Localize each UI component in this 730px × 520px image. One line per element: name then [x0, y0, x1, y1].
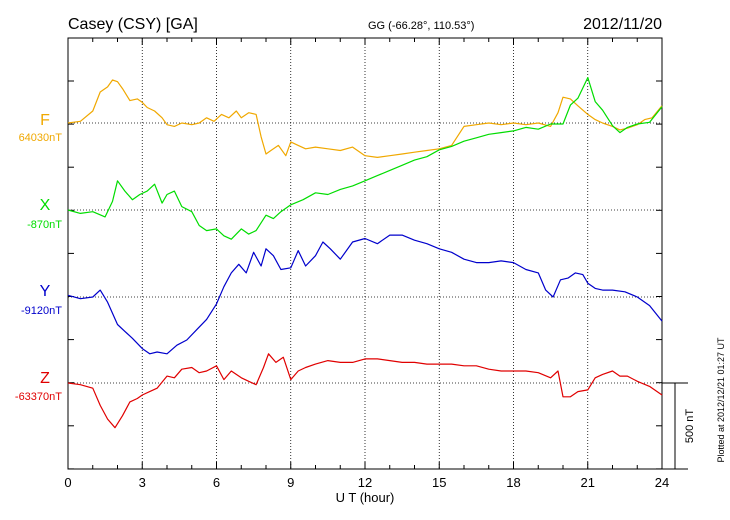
series-lines [67, 76, 663, 429]
x-tick-label-3: 3 [139, 475, 146, 490]
x-axis: 0 3 6 9 12 15 18 21 24 [64, 38, 669, 490]
x-tick-label-9: 9 [287, 475, 294, 490]
scale-bar: 500 nT [662, 382, 696, 470]
channel-label-X: X [40, 197, 51, 214]
x-tick-label-12: 12 [358, 475, 372, 490]
channel-label-Y: Y [40, 283, 51, 300]
x-tick-label-0: 0 [64, 475, 71, 490]
channel-labels: F 64030nT X -870nT Y -9120nT Z -63370nT [15, 112, 62, 403]
series-line-Y [67, 234, 663, 355]
station-title: Casey (CSY) [GA] [68, 16, 198, 33]
x-axis-title: U T (hour) [336, 490, 395, 505]
baseline-label-F: 64030nT [19, 132, 63, 144]
x-tick-label-15: 15 [432, 475, 446, 490]
scale-bar-label: 500 nT [684, 409, 696, 444]
channel-label-Z: Z [40, 370, 50, 387]
date-label: 2012/11/20 [583, 16, 662, 33]
x-tick-label-6: 6 [213, 475, 220, 490]
x-tick-label-24: 24 [655, 475, 669, 490]
series-line-Z [67, 353, 663, 429]
series-line-X [67, 76, 663, 240]
coordinates-label: GG (-66.28°, 110.53°) [368, 20, 474, 32]
channel-label-F: F [40, 112, 50, 129]
baseline-label-X: -870nT [27, 219, 62, 231]
plotted-timestamp: Plotted at 2012/12/21 01:27 UT [716, 337, 726, 463]
x-tick-label-18: 18 [506, 475, 520, 490]
baseline-label-Y: -9120nT [21, 305, 62, 317]
y-tick-marks [68, 80, 662, 470]
series-line-F [67, 79, 663, 158]
x-tick-label-21: 21 [581, 475, 595, 490]
baseline-label-Z: -63370nT [15, 391, 62, 403]
